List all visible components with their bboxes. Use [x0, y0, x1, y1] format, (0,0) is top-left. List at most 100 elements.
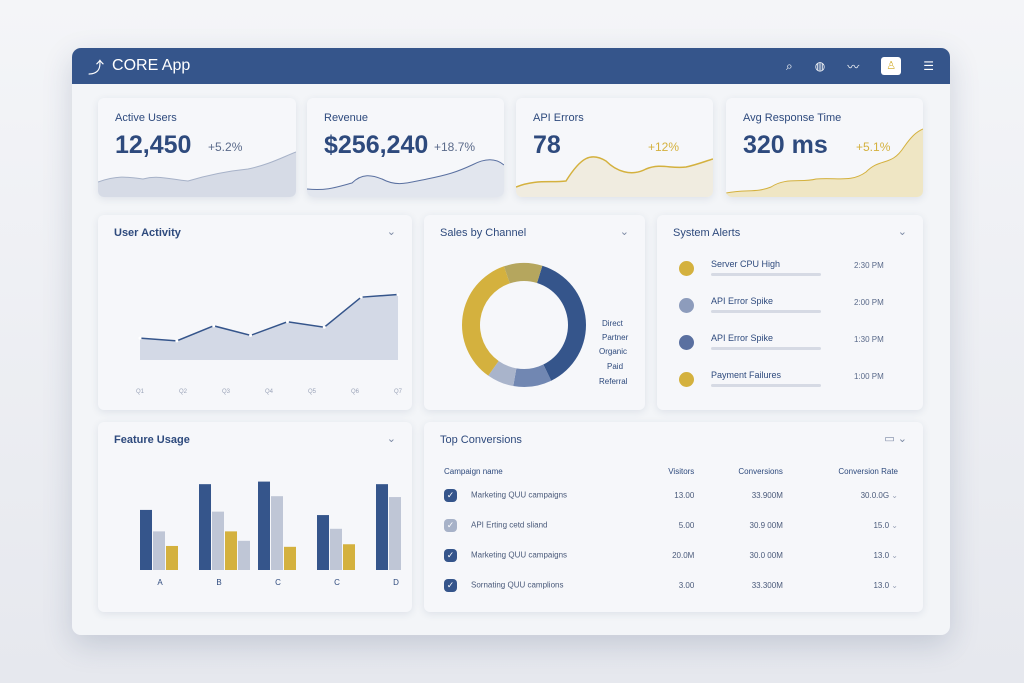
alert-description — [711, 310, 821, 313]
row-checkbox[interactable]: ✓ — [444, 518, 457, 532]
kpi-value: 12,450 — [115, 131, 192, 159]
visitors-cell: 3.00 — [678, 580, 695, 590]
alert-description — [711, 347, 821, 350]
row-chevron-icon[interactable]: ⌄ — [891, 580, 898, 590]
bar — [199, 484, 211, 570]
table-row[interactable]: ✓ Marketing QUU campaigns 13.00 33.900M 30.0… — [444, 480, 904, 510]
x-tick-label: Q6 — [351, 389, 360, 395]
legend-item: Direct — [602, 319, 623, 328]
alert-item[interactable]: Payment Failures 1:00 PM — [679, 370, 909, 398]
x-tick-label: B — [216, 578, 221, 587]
bar — [271, 496, 283, 570]
sparkline — [307, 159, 504, 197]
top-conversions-card: Top Conversions ▭ ⌄ Campaign name Visito… — [424, 422, 923, 612]
filter-dropdown[interactable]: ▭ ⌄ — [884, 433, 907, 445]
donut-slice — [537, 265, 586, 381]
kpi-api-errors[interactable]: API Errors 78 +12% — [516, 98, 713, 197]
kpi-revenue[interactable]: Revenue $256,240 +18.7% — [307, 98, 504, 197]
card-title: Feature Usage — [114, 434, 190, 446]
conversions-cell: 33.900M — [751, 490, 783, 500]
x-tick-label: Q7 — [394, 389, 403, 395]
column-header[interactable]: Conversions — [738, 466, 783, 476]
table-row[interactable]: ✓ Marketing QUU campaigns 20.0M 30.0 00M 13.… — [444, 540, 904, 570]
conversions-cell: 30.0 00M — [749, 550, 783, 560]
row-chevron-icon[interactable]: ⌄ — [891, 520, 898, 530]
rate-cell: 30.0.0G ⌄ — [789, 480, 904, 510]
kpi-value: 78 — [533, 131, 561, 159]
data-point — [359, 295, 363, 299]
kpi-value: $256,240 — [324, 131, 429, 159]
alert-status-icon — [679, 261, 694, 276]
alert-name: API Error Spike — [711, 296, 774, 306]
rate-cell: 13.0 ⌄ — [789, 570, 904, 600]
x-tick-label: Q5 — [308, 389, 317, 395]
rate-cell: 13.0 ⌄ — [789, 540, 904, 570]
search-icon[interactable]: ⌕ — [786, 58, 793, 73]
x-tick-label: Q2 — [179, 389, 188, 395]
chevron-down-icon[interactable]: ⌄ — [619, 226, 629, 238]
kpi-label: Active Users — [115, 112, 177, 124]
bar — [284, 546, 296, 570]
bar — [166, 545, 178, 570]
row-chevron-icon[interactable]: ⌄ — [891, 490, 898, 500]
donut-slice — [504, 263, 543, 284]
row-checkbox[interactable]: ✓ — [444, 488, 457, 502]
sparkline — [726, 128, 923, 197]
alert-time: 1:00 PM — [854, 372, 884, 381]
user-avatar-icon[interactable]: ♙ — [881, 57, 902, 75]
kpi-change: +5.2% — [208, 140, 243, 154]
activity-icon[interactable]: 〰 — [847, 59, 860, 74]
visitors-cell: 13.00 — [674, 490, 695, 500]
rate-value: 13.0 — [873, 580, 890, 590]
rate-value: 15.0 — [873, 520, 890, 530]
rate-cell: 15.0 ⌄ — [789, 510, 904, 540]
kpi-change: +12% — [648, 140, 680, 154]
app-title: CORE App — [112, 57, 191, 74]
column-header[interactable]: Campaign name — [444, 466, 503, 476]
x-tick-label: Q4 — [265, 389, 274, 395]
row-checkbox[interactable]: ✓ — [444, 548, 457, 562]
alert-item[interactable]: API Error Spike 2:00 PM — [679, 296, 909, 324]
legend-item: Partner — [602, 333, 629, 342]
table-row[interactable]: ✓ API Erting cetd sliand 5.00 30.9 00M 15.0 … — [444, 510, 904, 540]
table-row[interactable]: ✓ Sornating QUU camplions 3.00 33.300M 13.0 … — [444, 570, 904, 600]
card-title: System Alerts — [673, 227, 741, 239]
data-point — [396, 292, 400, 296]
conversions-table: Campaign name Visitors Conversions Conve… — [444, 462, 904, 600]
sales-by-channel-card: Sales by Channel ⌄ Direct Partner Organi… — [424, 215, 645, 410]
row-chevron-icon[interactable]: ⌄ — [891, 550, 898, 560]
globe-icon[interactable]: ◍ — [814, 59, 826, 73]
series-line — [139, 293, 399, 342]
kpi-active-users[interactable]: Active Users 12,450 +5.2% — [98, 98, 296, 197]
feature-usage-card: Feature Usage ⌄ A B C C D — [98, 422, 412, 612]
alert-name: Server CPU High — [711, 259, 781, 269]
legend-item: Paid — [607, 362, 624, 371]
chevron-down-icon[interactable]: ⌄ — [386, 226, 396, 238]
x-tick-label: Q1 — [136, 389, 145, 395]
bar — [258, 481, 270, 570]
bar — [212, 511, 224, 570]
alert-status-icon — [679, 335, 694, 350]
kpi-avg-response-time[interactable]: Avg Response Time 320 ms +5.1% — [726, 98, 923, 197]
legend-item: Referral — [599, 377, 628, 386]
alert-time: 2:00 PM — [854, 298, 884, 307]
column-header[interactable]: Conversion Rate — [838, 466, 898, 476]
alert-time: 1:30 PM — [854, 335, 884, 344]
chevron-down-icon[interactable]: ⌄ — [897, 226, 907, 238]
chevron-down-icon[interactable]: ⌄ — [386, 433, 396, 445]
column-header[interactable]: Visitors — [668, 466, 695, 476]
alert-name: Payment Failures — [711, 370, 782, 380]
menu-icon[interactable]: ☰ — [923, 59, 934, 73]
kpi-label: Avg Response Time — [743, 112, 842, 124]
data-point — [175, 339, 179, 343]
x-tick-label: C — [275, 578, 281, 587]
alert-item[interactable]: API Error Spike 1:30 PM — [679, 333, 909, 361]
conversions-cell: 33.300M — [751, 580, 783, 590]
top-bar: ⤴ CORE App ⌕ ◍ 〰 ♙ ☰ — [72, 48, 950, 84]
kpi-change: +5.1% — [856, 140, 891, 154]
alert-item[interactable]: Server CPU High 2:30 PM — [679, 259, 909, 287]
row-checkbox[interactable]: ✓ — [444, 578, 457, 592]
alert-description — [711, 273, 821, 276]
campaign-name: Sornating QUU camplions — [471, 580, 564, 590]
